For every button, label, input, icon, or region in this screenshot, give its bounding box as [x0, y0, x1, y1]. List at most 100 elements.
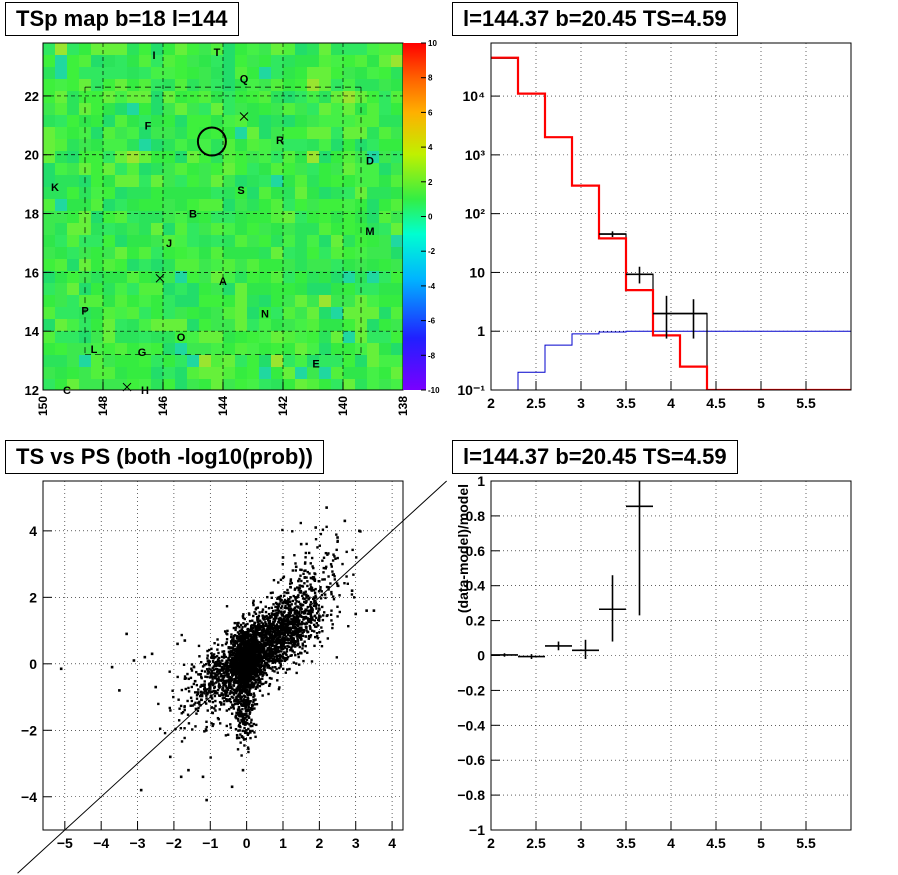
scatter-point	[302, 630, 305, 633]
heatmap-cell	[319, 175, 332, 188]
scatter-point	[206, 672, 209, 675]
scatter-point	[273, 612, 276, 616]
scatter-point	[234, 728, 238, 731]
scatter-point	[261, 677, 264, 681]
heatmap-cell	[235, 79, 248, 92]
scatter-point	[315, 603, 318, 606]
heatmap-cell	[223, 223, 236, 236]
heatmap-cell	[115, 283, 128, 296]
scatter-point	[295, 644, 299, 647]
scatter-point	[239, 741, 242, 744]
scatter-point	[297, 606, 300, 609]
heatmap-cell	[91, 343, 104, 356]
scatter-point	[214, 709, 217, 712]
scatter-point	[227, 685, 231, 688]
map-y-tick-label: 20	[25, 148, 39, 163]
scatter-point	[283, 633, 287, 636]
scatter-point	[269, 642, 273, 645]
scatter-point	[313, 591, 317, 595]
scatter-point	[290, 603, 293, 606]
scatter-point	[255, 723, 258, 727]
scatter-point	[248, 685, 251, 688]
scatter-point	[223, 700, 226, 703]
scatter-point	[192, 665, 196, 668]
heatmap-cell	[43, 343, 56, 356]
map-y-tick-label: 22	[25, 89, 39, 104]
heatmap-cell	[283, 139, 296, 152]
heatmap-cell	[115, 163, 128, 176]
map-source-label: C	[63, 385, 71, 397]
scatter-point	[242, 738, 246, 741]
scatter-point	[245, 714, 248, 717]
map-source-label: O	[177, 332, 186, 344]
scatter-point	[243, 744, 246, 747]
scatter-point	[203, 670, 207, 673]
scatter-point	[274, 601, 278, 605]
scatter-point	[256, 664, 260, 667]
scatter-point	[288, 600, 292, 603]
heatmap-cell	[247, 79, 260, 92]
scatter-point	[232, 691, 235, 695]
scatter-point	[214, 672, 217, 675]
scatter-point	[255, 649, 259, 652]
heatmap-cell	[55, 343, 68, 356]
heatmap-cell	[343, 235, 356, 248]
scatter-point	[298, 591, 301, 594]
heatmap-cell	[103, 259, 116, 272]
scatter-point	[280, 632, 284, 635]
heatmap-cell	[307, 259, 320, 272]
scatter-point	[267, 646, 271, 649]
scatter-point	[303, 617, 307, 620]
scatter-point	[309, 562, 312, 565]
scatter-point	[264, 653, 267, 657]
heatmap-cell	[367, 235, 380, 248]
scatter-point	[245, 718, 249, 721]
scatter-point	[315, 616, 318, 620]
heatmap-cell	[319, 127, 332, 140]
scatter-point	[267, 625, 271, 628]
heatmap-cell	[43, 91, 56, 104]
heatmap-cell	[163, 235, 176, 248]
scatter-point	[237, 695, 241, 698]
scatter-point	[273, 624, 277, 628]
heatmap-cell	[283, 103, 296, 116]
scatter-point	[332, 595, 335, 598]
scatter-point	[309, 626, 312, 629]
heatmap-cell	[283, 199, 296, 212]
scatter-point	[276, 650, 280, 654]
scatter-point	[230, 653, 234, 656]
scatter-point	[259, 658, 262, 662]
scatter-point	[250, 668, 254, 671]
scatter-point	[336, 556, 339, 560]
scatter-point	[208, 667, 211, 670]
scatter-point	[248, 645, 252, 648]
heatmap-cell	[79, 139, 92, 152]
heatmap-cell	[211, 259, 224, 272]
heatmap-cell	[367, 151, 380, 164]
scatter-point	[211, 659, 215, 663]
heatmap-cell	[307, 187, 320, 200]
heatmap-cell	[391, 331, 403, 344]
scatter-point	[241, 648, 244, 651]
scatter-point	[290, 609, 293, 612]
heatmap-cell	[295, 259, 308, 272]
scatter-point	[181, 710, 185, 714]
heatmap-cell	[223, 55, 236, 68]
heatmap-cell	[391, 211, 403, 224]
scatter-point	[239, 733, 242, 736]
scatter-point	[180, 712, 183, 715]
scatter-point	[274, 627, 277, 630]
scatter-point	[288, 597, 291, 601]
scatter-point	[225, 638, 229, 641]
heatmap-cell	[139, 127, 152, 140]
heatmap-cell	[55, 367, 68, 380]
heatmap-cell	[211, 175, 224, 188]
scatter-point	[250, 674, 253, 677]
heatmap-cell	[307, 67, 320, 80]
scatter-point	[266, 654, 270, 657]
heatmap-cell	[283, 127, 296, 140]
scatter-point	[263, 668, 266, 672]
scatter-point	[274, 660, 277, 663]
